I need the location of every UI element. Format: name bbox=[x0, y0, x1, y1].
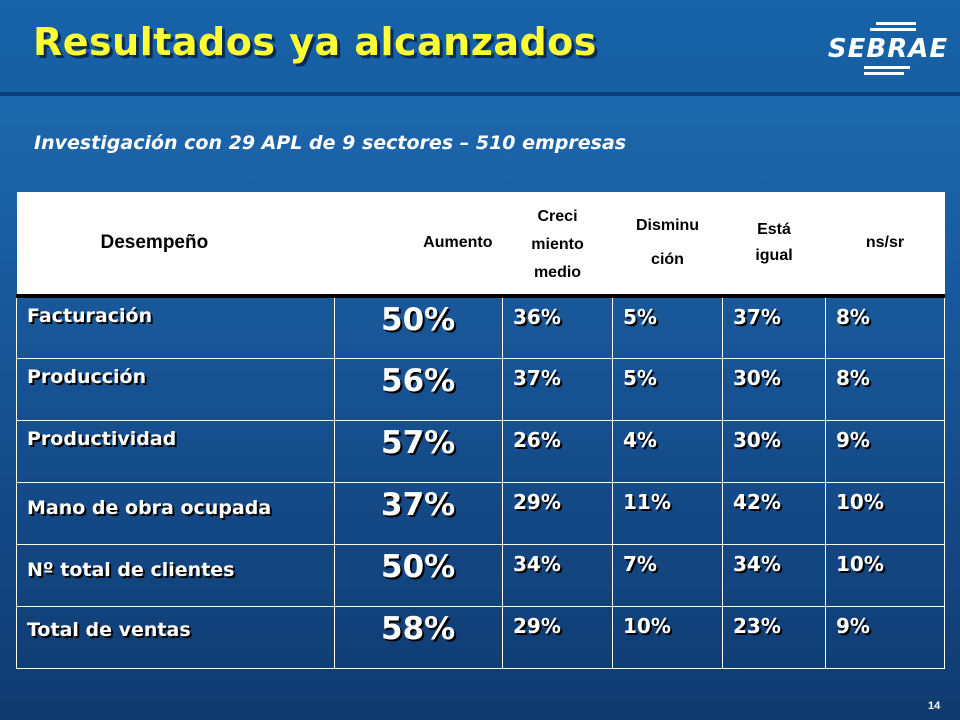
header-crecimiento-line: Creci bbox=[537, 208, 578, 225]
cell-aumento: 58% bbox=[334, 606, 503, 669]
cell-aumento: 57% bbox=[334, 420, 503, 483]
header-crecimiento-line: medio bbox=[533, 264, 582, 281]
table-row: Facturación 50% 36% 5% 37% 8% bbox=[16, 296, 945, 359]
cell-crecimiento: 29% bbox=[502, 606, 613, 669]
cell-igual: 30% bbox=[722, 420, 826, 483]
cell-disminucion: 5% bbox=[612, 296, 723, 359]
cell-nssr: 8% bbox=[825, 296, 945, 359]
sebrae-logo: SEBRAE bbox=[824, 14, 952, 76]
row-label: Producción bbox=[16, 358, 335, 421]
cell-nssr: 9% bbox=[825, 420, 945, 483]
table-row: Producción 56% 37% 5% 30% 8% bbox=[16, 358, 945, 421]
logo-stripe bbox=[864, 66, 910, 69]
cell-disminucion: 10% bbox=[612, 606, 723, 669]
header-disminucion-line: ción bbox=[651, 251, 684, 268]
cell-igual: 23% bbox=[722, 606, 826, 669]
header-desempeno: Desempeño bbox=[16, 192, 335, 298]
logo-stripe bbox=[876, 22, 916, 25]
cell-igual: 37% bbox=[722, 296, 826, 359]
table-row: Mano de obra ocupada 37% 29% 11% 42% 10% bbox=[16, 482, 945, 545]
header-crecimiento-line: miento bbox=[531, 236, 584, 253]
cell-disminucion: 11% bbox=[612, 482, 723, 545]
cell-igual: 42% bbox=[722, 482, 826, 545]
cell-aumento: 37% bbox=[334, 482, 503, 545]
cell-igual: 30% bbox=[722, 358, 826, 421]
cell-crecimiento: 34% bbox=[502, 544, 613, 607]
cell-nssr: 10% bbox=[825, 544, 945, 607]
cell-aumento: 56% bbox=[334, 358, 503, 421]
table-row: Productividad 57% 26% 4% 30% 9% bbox=[16, 420, 945, 483]
table-row: Nº total de clientes 50% 34% 7% 34% 10% bbox=[16, 544, 945, 607]
cell-crecimiento: 36% bbox=[502, 296, 613, 359]
header-esta-igual-line: igual bbox=[755, 247, 793, 264]
table-header-row: Desempeño Aumento Creci miento medio Dis… bbox=[16, 192, 945, 298]
header-disminucion-line: Disminu bbox=[635, 217, 700, 234]
cell-nssr: 8% bbox=[825, 358, 945, 421]
row-label: Productividad bbox=[16, 420, 335, 483]
table-row: Total de ventas 58% 29% 10% 23% 9% bbox=[16, 606, 945, 669]
cell-crecimiento: 26% bbox=[502, 420, 613, 483]
header-crecimiento-medio: Creci miento medio bbox=[502, 192, 613, 298]
row-label: Facturación bbox=[16, 296, 335, 359]
slide-subtitle: Investigación con 29 APL de 9 sectores –… bbox=[34, 132, 627, 154]
cell-disminucion: 5% bbox=[612, 358, 723, 421]
cell-aumento: 50% bbox=[334, 544, 503, 607]
cell-igual: 34% bbox=[722, 544, 826, 607]
logo-stripe bbox=[864, 72, 904, 75]
cell-aumento: 50% bbox=[334, 296, 503, 359]
cell-crecimiento: 37% bbox=[502, 358, 613, 421]
page-number: 14 bbox=[928, 700, 941, 712]
cell-disminucion: 4% bbox=[612, 420, 723, 483]
cell-nssr: 10% bbox=[825, 482, 945, 545]
title-bar bbox=[0, 0, 960, 92]
header-nssr: ns/sr bbox=[825, 192, 945, 298]
results-table: Desempeño Aumento Creci miento medio Dis… bbox=[16, 192, 945, 669]
results-table-container: Desempeño Aumento Creci miento medio Dis… bbox=[16, 192, 945, 669]
header-disminucion: Disminu ción bbox=[612, 192, 723, 298]
cell-crecimiento: 29% bbox=[502, 482, 613, 545]
header-esta-igual-line: Está bbox=[757, 221, 791, 238]
cell-nssr: 9% bbox=[825, 606, 945, 669]
slide-title: Resultados ya alcanzados bbox=[33, 20, 597, 64]
header-esta-igual: Está igual bbox=[722, 192, 826, 298]
logo-stripe bbox=[870, 28, 916, 31]
row-label: Total de ventas bbox=[16, 606, 335, 669]
cell-disminucion: 7% bbox=[612, 544, 723, 607]
row-label: Mano de obra ocupada bbox=[16, 482, 335, 545]
row-label: Nº total de clientes bbox=[16, 544, 335, 607]
title-divider bbox=[0, 92, 960, 96]
header-aumento: Aumento bbox=[334, 192, 503, 298]
logo-text: SEBRAE bbox=[827, 34, 949, 64]
